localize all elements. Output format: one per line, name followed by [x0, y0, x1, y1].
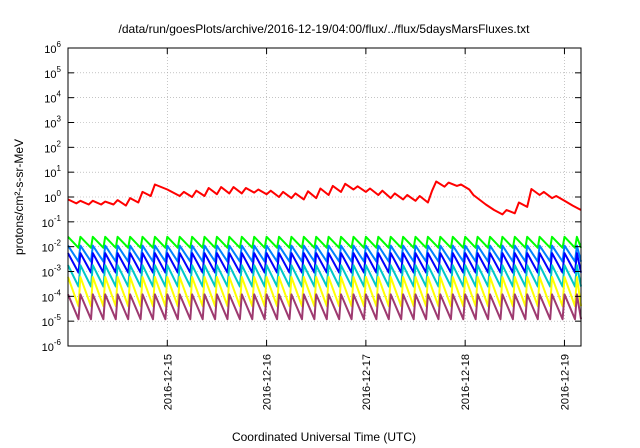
x-axis-label: Coordinated Universal Time (UTC): [232, 430, 416, 444]
y-tick-label: 101: [44, 164, 61, 180]
y-tick-label: 10-3: [42, 264, 62, 280]
y-tick-label: 104: [44, 90, 61, 106]
chart-title: /data/run/goesPlots/archive/2016-12-19/0…: [119, 22, 531, 36]
y-tick-label: 10-6: [42, 338, 62, 354]
x-tick-label: 2016-12-17: [361, 354, 373, 410]
y-tick-label: 10-1: [42, 214, 62, 230]
series-line-4: [67, 252, 582, 274]
series-layer: [67, 180, 582, 321]
y-tick-label: 103: [44, 115, 61, 131]
y-axis-label: protons/cm²-s-sr-MeV: [12, 139, 26, 255]
y-tick-label: 106: [44, 40, 61, 56]
series-line-6: [67, 276, 582, 308]
y-tick-label: 102: [44, 139, 61, 155]
x-tick-label: 2016-12-16: [262, 354, 274, 410]
y-tick-label: 10-5: [42, 313, 62, 329]
axis-ticks: 10-6 10-5 10-4 10-3 10-2 10-1 100 101 102 103 104 1…: [42, 40, 581, 410]
y-tick-label: 105: [44, 65, 61, 81]
x-tick-label: 2016-12-18: [460, 354, 472, 410]
series-line-1: [67, 180, 582, 216]
y-tick-label: 10-4: [42, 288, 62, 304]
x-tick-label: 2016-12-15: [162, 354, 174, 410]
y-tick-label: 10-2: [42, 239, 62, 255]
series-line-7: [67, 293, 582, 321]
x-tick-label: 2016-12-19: [559, 354, 571, 410]
series-line-2: [67, 235, 582, 249]
series-line-5: [67, 264, 582, 288]
y-tick-label: 100: [44, 189, 61, 205]
